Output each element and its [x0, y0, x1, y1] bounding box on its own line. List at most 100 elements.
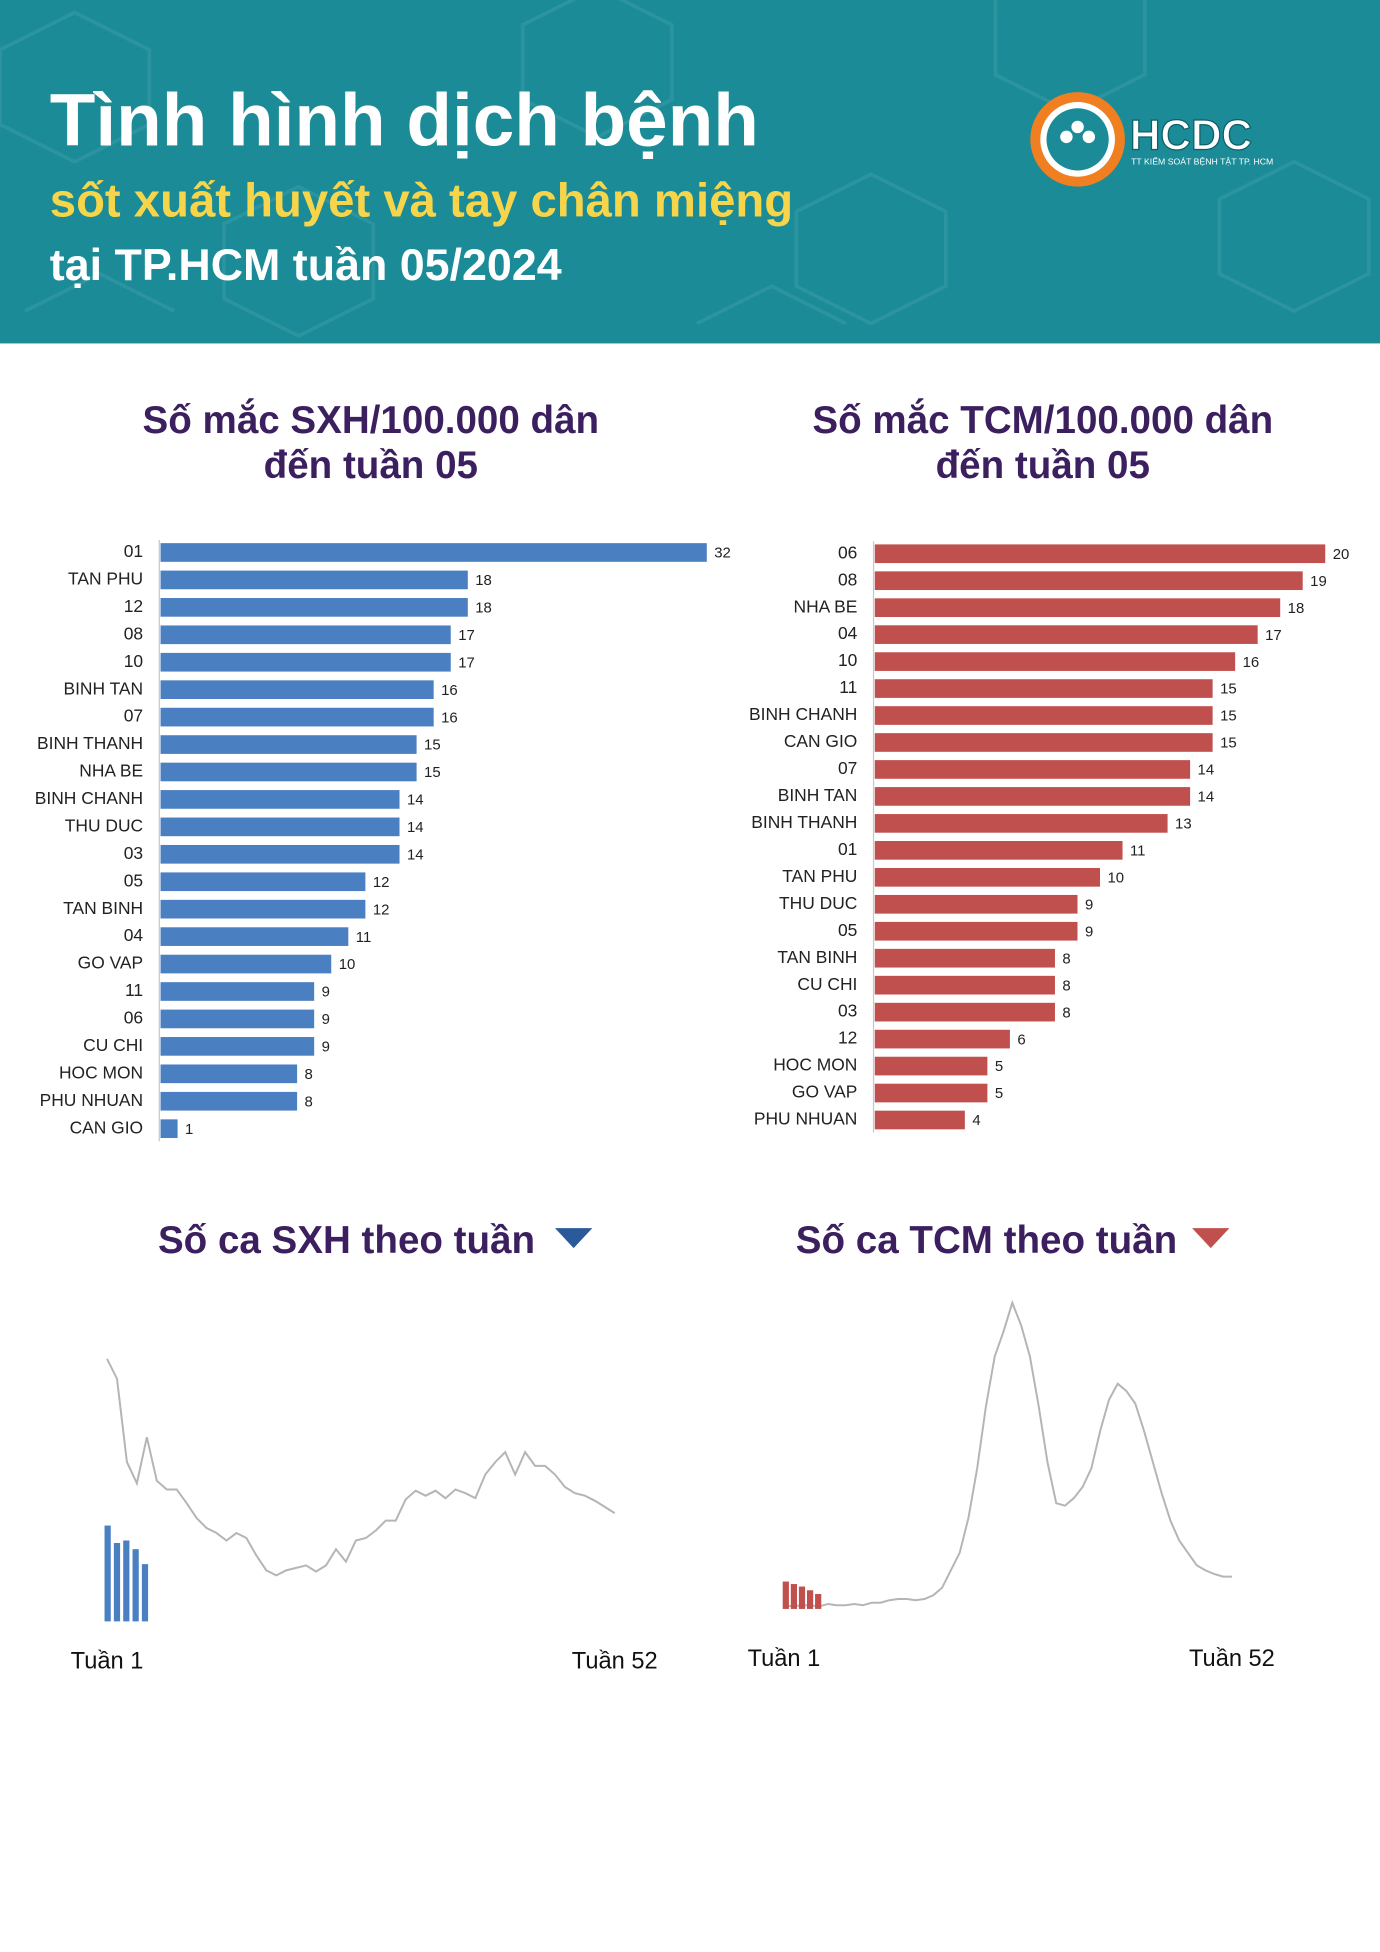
value-label: 8 [1062, 977, 1070, 994]
category-label: BINH CHANH [35, 788, 143, 808]
category-label: CAN GIO [70, 1117, 144, 1137]
logo-person [1060, 130, 1073, 144]
category-label: 01 [124, 541, 143, 561]
category-label: PHU NHUAN [40, 1090, 143, 1110]
bar [874, 921, 1078, 941]
chart-title: đến tuần 05 [264, 444, 478, 487]
value-label: 14 [1198, 789, 1215, 806]
category-label: 07 [124, 706, 143, 726]
bar [798, 1586, 806, 1609]
bar [160, 1091, 298, 1111]
bar [874, 894, 1078, 914]
title-marker [554, 1228, 593, 1249]
bar [160, 1119, 178, 1139]
category-label: 11 [125, 980, 143, 1000]
category-label: 11 [839, 677, 857, 697]
value-label: 8 [1062, 1004, 1070, 1021]
category-label: 03 [124, 843, 143, 863]
bar [160, 982, 315, 1001]
bar [874, 598, 1281, 617]
bar [874, 1110, 965, 1130]
category-label: BINH TAN [63, 678, 143, 698]
category-label: TAN PHU [782, 866, 857, 886]
bar [874, 679, 1213, 698]
category-label: TAN PHU [68, 569, 143, 589]
category-label: GO VAP [78, 953, 143, 973]
x-tick-label: Tuần 52 [1189, 1646, 1275, 1672]
bar [160, 1064, 298, 1084]
bar [874, 706, 1213, 725]
value-label: 14 [407, 846, 424, 863]
category-label: BINH THANH [751, 812, 857, 832]
value-label: 15 [424, 764, 441, 781]
header-title: Tình hình dịch bệnh [50, 78, 759, 162]
value-label: 5 [995, 1085, 1003, 1102]
value-label: 13 [1175, 816, 1192, 833]
category-label: 04 [838, 623, 858, 643]
value-label: 16 [1243, 654, 1260, 671]
bar [160, 735, 417, 754]
category-label: HOC MON [59, 1062, 143, 1082]
header-subtitle-2: tại TP.HCM tuần 05/2024 [50, 240, 562, 290]
bar [874, 867, 1101, 887]
value-label: 15 [1220, 708, 1237, 725]
bar [160, 762, 417, 782]
bar [160, 1009, 315, 1029]
value-label: 15 [1220, 681, 1237, 698]
bar [874, 1056, 988, 1076]
category-label: 08 [124, 623, 143, 643]
category-label: 05 [838, 920, 857, 940]
bar [874, 652, 1236, 671]
category-label: 08 [838, 569, 857, 589]
bar [160, 543, 707, 562]
category-label: 01 [838, 839, 857, 859]
category-label: GO VAP [792, 1082, 857, 1102]
value-label: 8 [1062, 950, 1070, 967]
value-label: 14 [1198, 762, 1215, 779]
category-label: 12 [838, 1028, 857, 1048]
header-pattern [0, 0, 1371, 339]
value-label: 16 [441, 682, 458, 699]
value-label: 10 [339, 956, 356, 973]
bar [790, 1584, 798, 1609]
bar [160, 652, 451, 672]
category-label: TAN BINH [63, 898, 143, 918]
bar [782, 1581, 789, 1609]
trend-line [106, 1358, 616, 1577]
bar [160, 680, 434, 700]
bar [874, 760, 1191, 779]
category-label: 07 [838, 758, 857, 778]
value-label: 17 [458, 627, 475, 644]
value-label: 18 [475, 600, 492, 617]
value-label: 11 [1130, 843, 1146, 860]
value-label: 14 [407, 792, 424, 809]
value-label: 15 [424, 737, 441, 754]
category-label: TAN BINH [777, 947, 857, 967]
header-subtitle: sốt xuất huyết và tay chân miệng [50, 175, 793, 228]
value-label: 9 [1085, 923, 1093, 940]
logo-name: HCDC [1130, 111, 1252, 158]
value-label: 9 [322, 1011, 330, 1028]
bar [806, 1590, 814, 1609]
value-label: 10 [1107, 869, 1124, 886]
value-label: 19 [1310, 573, 1327, 590]
bar [160, 844, 400, 864]
chart-title: Số mắc SXH/100.000 dân [143, 398, 600, 442]
bar [874, 1002, 1055, 1022]
value-label: 17 [1265, 627, 1282, 644]
bar [874, 571, 1303, 591]
bar [160, 817, 400, 837]
bar [160, 1037, 315, 1056]
chart-title: Số ca TCM theo tuần [796, 1219, 1177, 1262]
category-label: BINH TAN [778, 785, 858, 805]
bar [104, 1525, 111, 1622]
value-label: 18 [1288, 600, 1305, 617]
value-label: 17 [458, 654, 475, 671]
title-marker [1192, 1228, 1230, 1249]
logo-core [1046, 108, 1109, 171]
bar [874, 975, 1055, 995]
bar [160, 899, 366, 919]
value-label: 9 [1085, 896, 1093, 913]
bar [815, 1594, 822, 1609]
